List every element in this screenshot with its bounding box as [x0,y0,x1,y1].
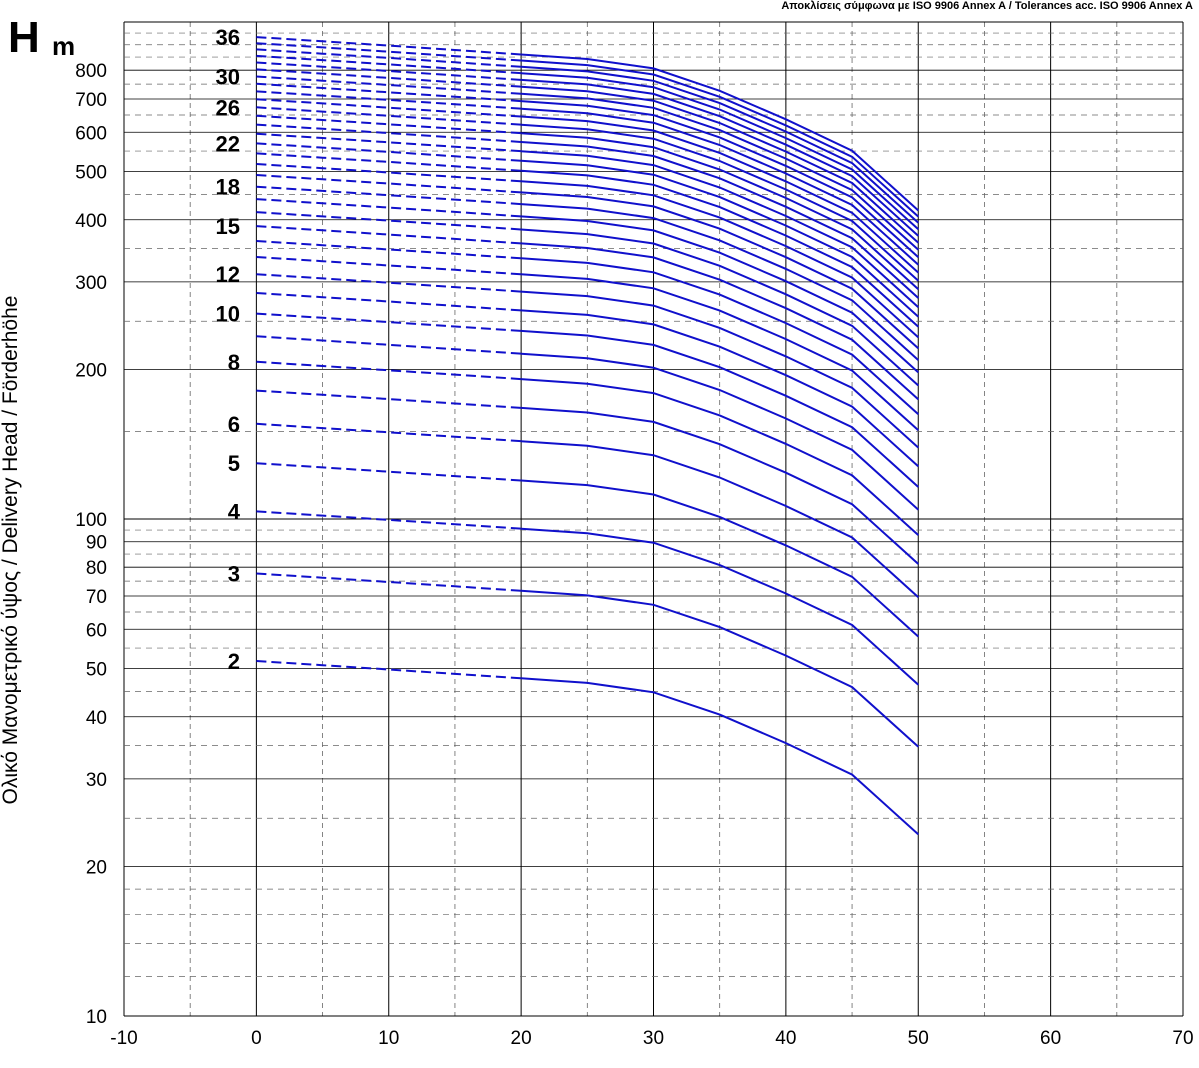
stage-28-curve [521,107,919,266]
x-tick-label: 70 [1172,1028,1193,1049]
stage-label: 2 [228,649,240,674]
stage-30-curve [521,92,919,251]
stage-label: 3 [228,561,240,586]
stage-16-curve [521,228,919,387]
stage-13-curve [521,273,919,432]
stage-labels: 36 30 26 22 18 15 12 10 8 6 5 4 3 2 [216,25,241,674]
y-tick-label: 100 [75,510,107,531]
stage-4-curve [521,527,919,686]
stage-8-curve [521,378,919,536]
x-tick-label: 40 [775,1028,796,1049]
stage-label: 10 [216,302,240,327]
stage-36-curve [521,53,919,212]
stage-label: 12 [216,262,240,287]
stage-20-curve [521,180,919,339]
y-tick-label: 20 [86,857,107,878]
y-tick-label: 70 [86,587,107,608]
stage-15-curve [521,242,919,401]
stage-7-curve [521,406,919,565]
stage-label: 5 [228,451,240,476]
stage-2-curve [521,677,919,836]
y-tick-label: 40 [86,708,107,729]
y-axis-title: Ολικό Μανομετρικό ύψος / Delivery Head /… [0,296,22,805]
stage-27-curve [521,115,919,274]
stage-label: 26 [216,95,240,120]
x-tick-label: -10 [110,1028,137,1049]
stage-label: 8 [228,350,240,375]
x-tick-label: 60 [1040,1028,1061,1049]
stage-17-curve [521,215,919,374]
chart-grid [123,21,1184,1017]
stage-22-curve [521,159,919,318]
y-axis-symbol: H [8,13,40,62]
y-tick-label: 600 [75,123,107,144]
stage-26-curve [521,123,919,282]
stage-18-curve [521,203,919,361]
stage-9-curve [521,352,919,511]
y-tick-label: 400 [75,211,107,232]
stage-label: 15 [216,214,240,239]
stage-21-curve [521,169,919,328]
y-tick-label: 300 [75,273,107,294]
stage-24-curve [521,141,919,299]
stage-12-curve [521,290,919,449]
stage-5-curve [521,479,919,638]
stage-label: 36 [216,25,240,50]
stage-23-curve [521,150,919,308]
x-tick-label: 20 [511,1028,532,1049]
stage-curves [256,36,919,836]
stage-32-curve [521,78,919,237]
stage-label: 18 [216,175,240,200]
y-tick-label: 200 [75,360,107,381]
stage-29-curve [521,100,919,258]
x-tick-labels: -10 0 10 20 30 40 50 60 70 [110,1028,1193,1049]
y-tick-label: 10 [86,1007,107,1028]
stage-25-curve [521,132,919,290]
y-tick-label: 80 [86,558,107,579]
x-tick-label: 30 [643,1028,664,1049]
stage-6-curve [521,440,919,598]
y-tick-label: 700 [75,90,107,111]
stage-label: 30 [216,64,240,89]
stage-11-curve [521,309,919,468]
stage-35-curve [521,59,919,218]
x-tick-label: 10 [378,1028,399,1049]
y-tick-label: 50 [86,660,107,681]
stage-31-curve [521,85,919,244]
stage-33-curve [521,72,919,231]
stage-19-curve [521,191,919,350]
stage-14-curve [521,257,919,416]
stage-10-curve [521,329,919,488]
stage-label: 4 [228,499,241,524]
y-tick-label: 500 [75,163,107,184]
stage-34-curve [521,65,919,224]
y-axis-unit: m [52,31,75,61]
y-tick-label: 800 [75,61,107,82]
y-tick-label: 60 [86,620,107,641]
stage-label: 6 [228,412,240,437]
stage-3-curve [521,589,919,748]
x-tick-label: 50 [908,1028,929,1049]
y-tick-label: 90 [86,533,107,554]
tolerance-note: Αποκλίσεις σύμφωνα με ISO 9906 Annex A /… [781,0,1193,12]
x-tick-label: 0 [251,1028,262,1049]
stage-label: 22 [216,131,240,156]
y-tick-label: 30 [86,770,107,791]
